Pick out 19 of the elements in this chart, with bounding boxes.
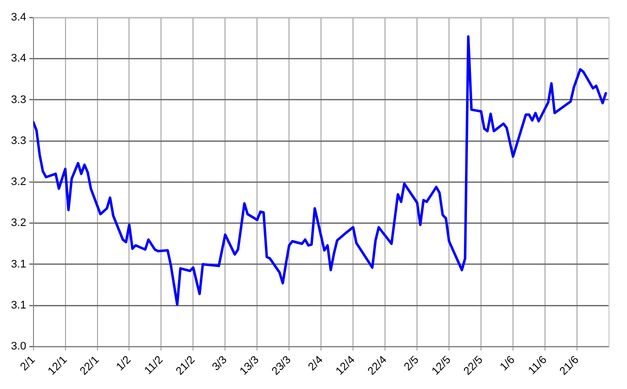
y-tick-label: 3.2 [10,217,26,230]
y-tick-label: 3.4 [10,52,26,65]
y-tick-label: 3.0 [10,340,26,353]
x-tick-label: 11/6 [526,354,550,378]
x-tick-label: 12/1 [46,354,70,378]
y-tick-label: 3.4 [10,12,26,24]
y-tick-label: 3.1 [10,299,26,312]
y-tick-label: 3.1 [10,258,26,270]
x-tick-label: 3/3 [210,354,230,374]
x-tick-label: 2/5 [402,354,422,374]
y-tick-label: 3.2 [10,176,26,188]
x-tick-label: 2/1 [18,354,38,374]
x-tick-label: 2/4 [306,354,326,374]
x-tick-label: 1/2 [114,354,134,374]
x-tick-label: 22/1 [78,354,102,378]
y-tick-label: 3.3 [10,134,26,147]
x-tick-label: 1/6 [498,354,518,374]
y-tick-label: 3.3 [10,94,26,106]
x-tick-label: 11/2 [142,354,166,378]
